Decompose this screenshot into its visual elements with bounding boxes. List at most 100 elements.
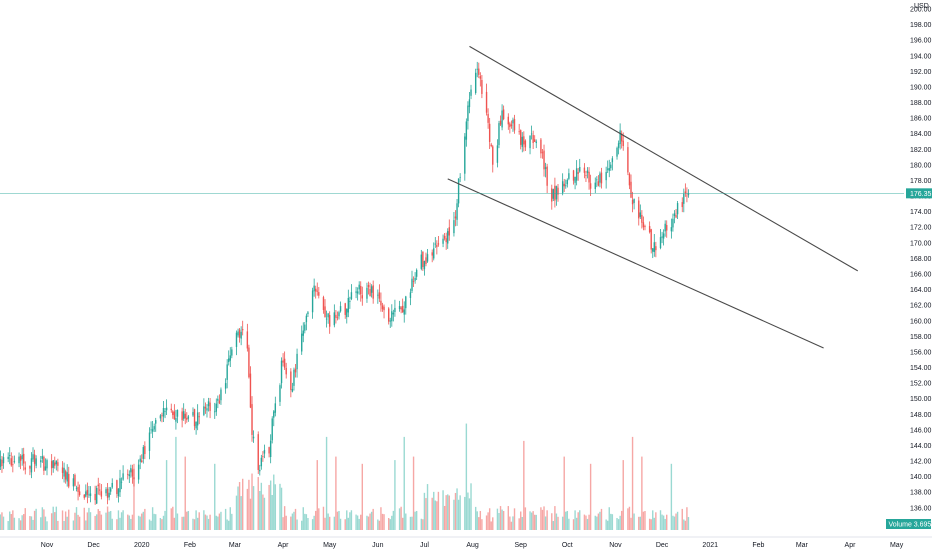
volume-bar [105,512,107,530]
volume-bar [43,509,45,530]
volume-bar [249,498,252,530]
volume-bar [196,517,199,530]
candle-body [133,477,135,480]
volume-badge[interactable] [886,519,931,529]
volume-bar [172,506,174,530]
volume-bar [644,510,646,530]
candle-body [434,243,436,245]
volume-bar [392,510,395,530]
price-tick-label: 194.00 [910,53,932,60]
volume-bar [290,516,292,530]
volume-bar [32,519,34,530]
candle-body [285,367,287,375]
trendline-layer[interactable] [447,45,859,349]
candle-body [641,214,643,223]
candle-body [50,461,53,469]
volume-bar [619,515,621,530]
volume-bar [302,507,304,530]
volume-bar [2,516,5,530]
candle-body [411,278,413,291]
candle-body [248,347,250,378]
time-axis[interactable]: Nov Dec 2020 Feb Mar Apr May Jun Jul Aug Sep Oct Nov… [0,536,932,549]
candle-body [346,308,348,318]
volume-bar [285,515,287,530]
volume-bar [436,501,438,530]
volume-bar [301,520,303,530]
lower-channel-trendline[interactable] [447,178,824,349]
volume-bar [347,517,350,530]
candle-body [170,408,172,411]
volume-bar [35,508,37,530]
candle-body [316,290,318,292]
volume-bar [557,516,559,530]
candle-body [583,167,586,173]
volume-bar [620,510,623,530]
price-tick-label: 152.00 [910,381,932,388]
volume-bar [291,513,294,530]
month-tick-label: May [323,542,337,549]
candle-body [534,139,536,142]
candle-body [433,248,435,259]
volume-bar [30,516,33,530]
volume-bar [108,511,110,530]
volume-bar [638,516,640,530]
candle-body [464,136,466,174]
price-tick-label: 180.00 [910,162,932,169]
last-price-badge[interactable] [906,188,932,199]
volume-bar [675,513,677,530]
volume-bar [204,514,207,530]
volume-bar [315,510,317,530]
volume-bar [394,460,396,530]
volume-bar [546,510,548,530]
price-tick-label: 162.00 [910,303,932,310]
candle-body [325,318,328,320]
volume-bar [453,499,455,530]
volume-bar [485,515,488,530]
candle-body [333,312,336,326]
volume-bar [583,514,586,530]
candle-body [630,181,632,198]
candle-body [479,76,482,79]
volume-bar [96,514,98,530]
volume-bar [607,520,609,530]
candle-body [541,152,544,154]
candle-body [594,182,596,190]
candle-body [172,411,174,416]
volume-bar [325,436,328,530]
volume-bar [481,519,483,530]
upper-channel-trendline[interactable] [469,45,859,272]
candle-body [116,480,118,494]
volume-bar [662,515,665,530]
candle-body [409,292,412,298]
candle-body [273,411,275,418]
price-tick-label: 154.00 [910,365,932,372]
volume-bar [151,507,154,530]
month-tick-label: Jul [420,542,429,549]
volume-bar [313,515,315,530]
candle-body [122,473,124,480]
volume-bar [381,513,384,530]
candle-body [40,460,42,463]
volume-bar [599,511,601,530]
month-tick-label: Feb [184,542,196,549]
candle-body [572,170,575,181]
candle-body [611,158,614,163]
volume-bar [389,519,391,530]
candle-body [311,290,314,313]
price-tick-label: 136.00 [910,505,932,512]
volume-bar [633,513,635,530]
candle-body [496,145,499,163]
volume-bar [238,482,241,530]
volume-layer [0,423,690,530]
candle-body [597,181,600,186]
volume-bar [324,517,326,530]
candle-body [164,411,166,412]
candle-body [662,233,665,239]
candle-body [401,305,404,313]
volume-bar [229,507,231,530]
volume-bar [72,520,75,530]
volume-bar [316,460,318,530]
price-axis[interactable]: 134.00136.00138.00140.00142.00144.00146.… [886,0,932,550]
